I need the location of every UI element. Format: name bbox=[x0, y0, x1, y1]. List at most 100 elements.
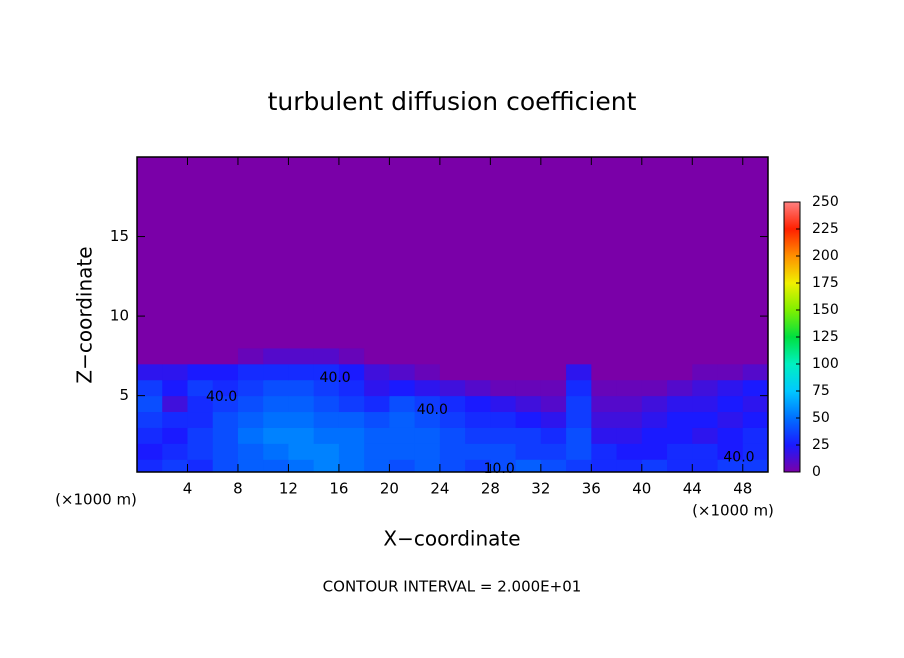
cell bbox=[313, 395, 340, 413]
cell bbox=[338, 347, 365, 365]
cell bbox=[313, 379, 340, 397]
cell bbox=[717, 363, 744, 381]
cell bbox=[263, 157, 289, 349]
cell bbox=[566, 379, 592, 397]
cell bbox=[515, 395, 542, 413]
cell bbox=[692, 443, 719, 460]
cell bbox=[692, 347, 719, 365]
colorbar-tick-label: 0 bbox=[812, 464, 821, 480]
cell bbox=[591, 379, 618, 397]
cell bbox=[414, 459, 441, 473]
cell bbox=[641, 395, 668, 413]
cell bbox=[591, 363, 618, 381]
cell bbox=[338, 379, 365, 397]
cell bbox=[717, 411, 744, 428]
cell bbox=[490, 157, 517, 349]
cell bbox=[717, 459, 744, 473]
cell bbox=[288, 157, 315, 349]
cell bbox=[237, 379, 264, 397]
cell bbox=[212, 427, 239, 444]
cell bbox=[616, 459, 643, 473]
cell bbox=[540, 427, 567, 444]
x-axis-label: X−coordinate bbox=[383, 527, 520, 551]
cell bbox=[389, 347, 416, 365]
cell bbox=[667, 363, 693, 381]
x-tick-label: 36 bbox=[582, 480, 601, 498]
cell bbox=[439, 157, 466, 349]
cell bbox=[540, 363, 567, 381]
cell bbox=[364, 395, 390, 413]
cell bbox=[515, 157, 542, 349]
cell bbox=[465, 443, 491, 460]
cell bbox=[667, 411, 693, 428]
cell bbox=[591, 459, 618, 473]
cell bbox=[717, 443, 744, 460]
cell bbox=[742, 157, 769, 349]
cell bbox=[490, 411, 517, 428]
cell bbox=[465, 363, 491, 381]
cell bbox=[187, 459, 214, 473]
colorbar-tick-label: 25 bbox=[812, 437, 830, 453]
cell bbox=[389, 157, 416, 349]
cell bbox=[641, 459, 668, 473]
cell bbox=[641, 411, 668, 428]
cell bbox=[288, 427, 315, 444]
cell bbox=[540, 157, 567, 349]
cell bbox=[364, 379, 390, 397]
cell bbox=[212, 443, 239, 460]
cell bbox=[490, 347, 517, 365]
cell bbox=[742, 379, 769, 397]
colorbar-tick-label: 150 bbox=[812, 302, 839, 318]
cell bbox=[566, 459, 592, 473]
colorbar-tick-label: 100 bbox=[812, 356, 839, 372]
cell bbox=[490, 443, 517, 460]
cell bbox=[263, 363, 289, 381]
cell bbox=[212, 395, 239, 413]
cell bbox=[162, 411, 188, 428]
cell bbox=[742, 427, 769, 444]
cell bbox=[338, 443, 365, 460]
cell bbox=[162, 363, 188, 381]
cell bbox=[137, 347, 163, 365]
contour-label: 40.0 bbox=[723, 450, 754, 466]
cell bbox=[313, 347, 340, 365]
cell bbox=[389, 459, 416, 473]
x-tick-label: 4 bbox=[183, 480, 193, 498]
y-tick-label: 5 bbox=[119, 386, 129, 404]
cell bbox=[692, 411, 719, 428]
colorbar-tick-label: 125 bbox=[812, 329, 839, 345]
cell bbox=[465, 427, 491, 444]
cell bbox=[187, 427, 214, 444]
cell bbox=[566, 363, 592, 381]
cell bbox=[717, 395, 744, 413]
cell bbox=[540, 347, 567, 365]
cell bbox=[667, 459, 693, 473]
cell bbox=[616, 347, 643, 365]
cell bbox=[237, 395, 264, 413]
cell bbox=[414, 363, 441, 381]
cell bbox=[288, 411, 315, 428]
cell bbox=[237, 157, 264, 349]
cell bbox=[162, 395, 188, 413]
cell bbox=[667, 379, 693, 397]
cell bbox=[187, 443, 214, 460]
cell bbox=[641, 443, 668, 460]
cell bbox=[212, 411, 239, 428]
colorbar-tick-label: 250 bbox=[812, 194, 839, 210]
cell bbox=[162, 379, 188, 397]
y-tick-label: 15 bbox=[110, 227, 129, 245]
cell bbox=[212, 363, 239, 381]
cell bbox=[389, 395, 416, 413]
cell bbox=[212, 379, 239, 397]
cell bbox=[263, 395, 289, 413]
cell bbox=[237, 347, 264, 365]
cell bbox=[137, 395, 163, 413]
cell bbox=[338, 459, 365, 473]
x-tick-label: 20 bbox=[380, 480, 399, 498]
cell bbox=[717, 347, 744, 365]
cell bbox=[591, 427, 618, 444]
cell bbox=[515, 443, 542, 460]
cell bbox=[490, 379, 517, 397]
cell bbox=[692, 363, 719, 381]
